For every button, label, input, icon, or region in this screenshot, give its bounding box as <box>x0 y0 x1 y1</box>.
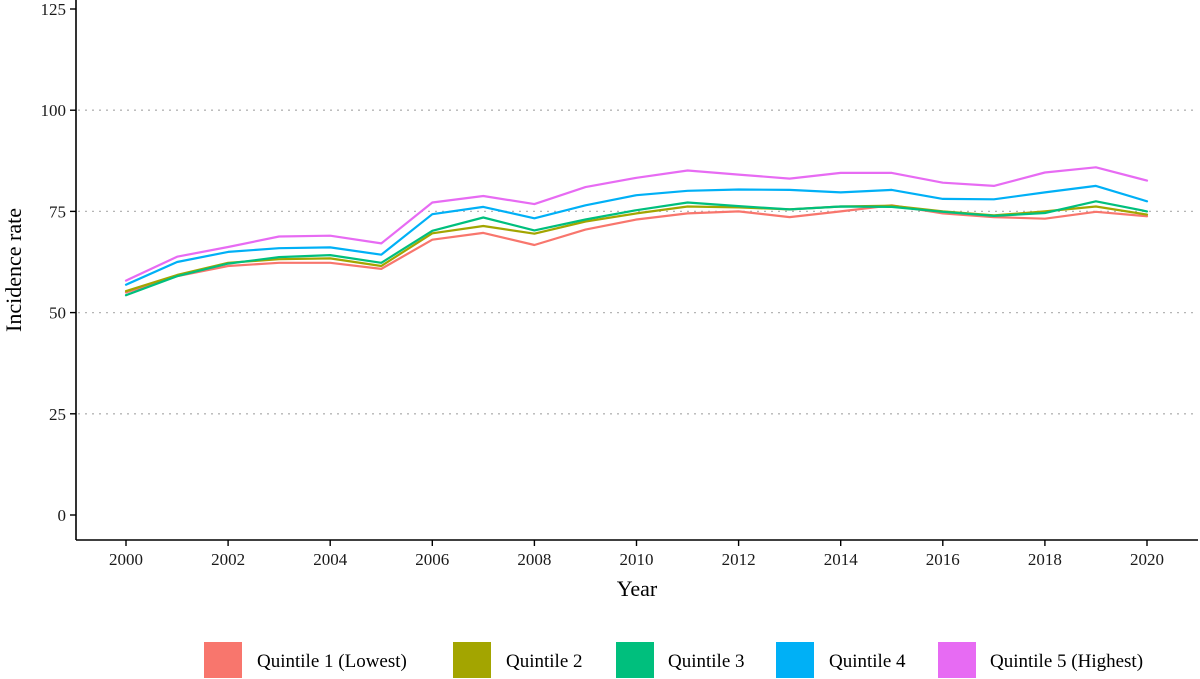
y-tick-label: 125 <box>41 0 67 19</box>
series-line-q3 <box>124 200 1149 297</box>
legend-label-q3: Quintile 3 <box>668 651 745 672</box>
series-line-q4 <box>124 184 1149 286</box>
series-line-q1 <box>124 204 1149 294</box>
x-tick-label: 2010 <box>620 550 654 569</box>
x-tick-label: 2006 <box>415 550 449 569</box>
x-tick-label: 2018 <box>1028 550 1062 569</box>
y-tick-label: 50 <box>49 304 66 323</box>
x-tick-label: 2012 <box>722 550 756 569</box>
legend-label-q5: Quintile 5 (Highest) <box>990 651 1143 672</box>
legend: Quintile 1 (Lowest) Quintile 2 Quintile 3 Q… <box>204 642 1143 678</box>
x-tick-label: 2002 <box>211 550 245 569</box>
y-axis-title: Incidence rate <box>1 208 26 332</box>
x-tick-label: 2014 <box>824 550 859 569</box>
y-tick-label: 25 <box>49 405 66 424</box>
ticks: 0 25 50 75 100 125 2000 2002 2004 2006 2008 2010 201… <box>41 0 1165 569</box>
legend-swatch-q5 <box>938 642 976 678</box>
x-tick-label: 2020 <box>1130 550 1164 569</box>
series-lines <box>124 166 1149 297</box>
x-tick-label: 2016 <box>926 550 960 569</box>
legend-label-q1: Quintile 1 (Lowest) <box>257 651 407 672</box>
x-tick-label: 2000 <box>109 550 143 569</box>
grid-lines <box>78 109 1198 415</box>
x-tick-label: 2004 <box>313 550 348 569</box>
x-axis-title: Year <box>617 576 658 601</box>
legend-swatch-q1 <box>204 642 242 678</box>
axes <box>75 0 1198 541</box>
legend-swatch-q4 <box>776 642 814 678</box>
legend-swatch-q2 <box>453 642 491 678</box>
y-tick-label: 75 <box>49 202 66 221</box>
x-tick-label: 2008 <box>517 550 551 569</box>
legend-label-q4: Quintile 4 <box>829 651 906 672</box>
y-tick-label: 100 <box>41 101 67 120</box>
legend-swatch-q3 <box>616 642 654 678</box>
legend-label-q2: Quintile 2 <box>506 651 583 672</box>
series-line-q5 <box>124 166 1149 282</box>
y-tick-label: 0 <box>58 506 67 525</box>
